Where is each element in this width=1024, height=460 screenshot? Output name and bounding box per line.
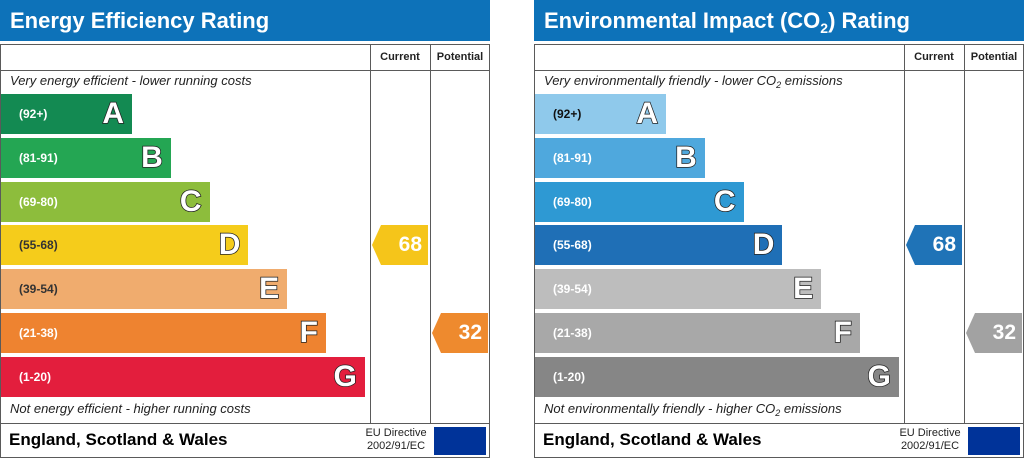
eu-flag-icon [434, 427, 486, 455]
bottom-description: Not energy efficient - higher running co… [10, 401, 251, 416]
band-range-label: (39-54) [553, 282, 592, 297]
rating-band-g: (1-20) G [1, 356, 365, 397]
current-rating-value: 68 [932, 233, 956, 257]
title-text: Environmental Impact (CO [544, 8, 821, 33]
desc-subscript: 2 [775, 408, 781, 418]
bottom-description: Not environmentally friendly - higher CO… [544, 401, 842, 418]
rating-band-b: (81-91) B [535, 137, 705, 178]
band-range-label: (21-38) [553, 326, 592, 340]
panel-footer: England, Scotland & Wales EU Directive 2… [0, 424, 490, 458]
energy-efficiency-panel: Energy Efficiency Rating Current Potenti… [0, 0, 490, 460]
rating-band-a: (92+) A [1, 94, 132, 134]
current-column-header: Current [380, 51, 420, 63]
rating-band-g: (1-20) G [535, 356, 899, 397]
desc-text-end: emissions [781, 73, 843, 88]
desc-text-end: emissions [780, 401, 842, 416]
band-range-label: (55-68) [19, 238, 58, 253]
eu-directive-line2: 2002/91/EC [366, 440, 426, 452]
rating-band-f: (21-38) F [535, 313, 860, 353]
column-divider [430, 44, 431, 424]
band-range-label: (81-91) [553, 150, 592, 165]
band-letter: F [833, 315, 853, 350]
eu-directive-label: EU Directive 2002/91/EC [361, 427, 431, 453]
desc-subscript: 2 [776, 80, 782, 90]
region-label: England, Scotland & Wales [543, 430, 762, 449]
band-range-label: (81-91) [19, 150, 58, 165]
band-letter: C [179, 184, 202, 219]
eu-directive-line2: 2002/91/EC [900, 440, 960, 452]
band-range-label: (1-20) [19, 369, 52, 384]
band-range-label: (55-68) [553, 238, 592, 253]
header-line [0, 70, 490, 71]
potential-rating-arrow: 32 [966, 313, 1022, 353]
band-range-label: (21-38) [19, 326, 58, 340]
rating-band-c: (69-80) C [1, 181, 210, 222]
header-line [534, 70, 1024, 71]
band-range-label: (92+) [19, 107, 48, 121]
panel-footer: England, Scotland & Wales EU Directive 2… [534, 424, 1024, 458]
panel-title: Energy Efficiency Rating [0, 0, 490, 41]
band-range-label: (92+) [553, 107, 582, 121]
band-letter: E [258, 271, 280, 306]
top-description: Very environmentally friendly - lower CO… [544, 73, 843, 90]
rating-band-b: (81-91) B [1, 137, 171, 178]
band-range-label: (39-54) [19, 282, 58, 297]
rating-band-d: (55-68) D [535, 225, 783, 266]
column-divider [964, 44, 965, 424]
top-description: Very energy efficient - lower running co… [10, 73, 252, 88]
band-range-label: (1-20) [553, 369, 586, 384]
rating-band-e: (39-54) E [535, 269, 822, 310]
potential-column-header: Potential [436, 51, 484, 63]
band-range-label: (69-80) [19, 194, 58, 209]
panel-title: Environmental Impact (CO2) Rating [534, 0, 1024, 41]
rating-band-c: (69-80) C [535, 181, 744, 222]
current-rating-arrow: 68 [906, 225, 962, 266]
title-text-end: ) Rating [828, 8, 910, 33]
eu-flag-icon [968, 427, 1020, 455]
column-divider [904, 44, 905, 424]
band-range-label: (69-80) [553, 194, 592, 209]
potential-rating-value: 32 [458, 321, 482, 344]
eu-directive-line1: EU Directive [365, 427, 427, 439]
current-rating-arrow: 68 [372, 225, 428, 266]
band-letter: B [674, 140, 697, 175]
region-label: England, Scotland & Wales [9, 430, 228, 449]
band-letter: D [752, 228, 775, 263]
band-letter: A [102, 96, 125, 131]
chart-frame [0, 44, 490, 424]
rating-band-f: (21-38) F [1, 313, 326, 353]
column-divider [370, 44, 371, 424]
band-letter: F [299, 315, 319, 350]
desc-text: Very environmentally friendly - lower CO [544, 73, 777, 88]
rating-band-a: (92+) A [535, 94, 666, 134]
desc-text: Not environmentally friendly - higher CO [544, 401, 776, 416]
band-letter: A [636, 96, 659, 131]
band-letter: C [713, 184, 736, 219]
band-letter: E [792, 271, 814, 306]
band-letter: G [867, 359, 892, 394]
potential-rating-arrow: 32 [432, 313, 488, 353]
eu-directive-line1: EU Directive [899, 427, 961, 439]
current-rating-value: 68 [398, 233, 422, 257]
current-column-header: Current [914, 51, 954, 63]
eu-directive-label: EU Directive 2002/91/EC [895, 427, 965, 453]
band-letter: D [218, 228, 241, 263]
rating-band-e: (39-54) E [1, 269, 288, 310]
potential-column-header: Potential [970, 51, 1018, 63]
band-letter: B [140, 140, 163, 175]
band-letter: G [333, 359, 358, 394]
environmental-impact-panel: Environmental Impact (CO2) Rating Curren… [534, 0, 1024, 460]
potential-rating-value: 32 [992, 321, 1016, 344]
rating-band-d: (55-68) D [1, 225, 249, 266]
title-subscript: 2 [820, 20, 829, 36]
